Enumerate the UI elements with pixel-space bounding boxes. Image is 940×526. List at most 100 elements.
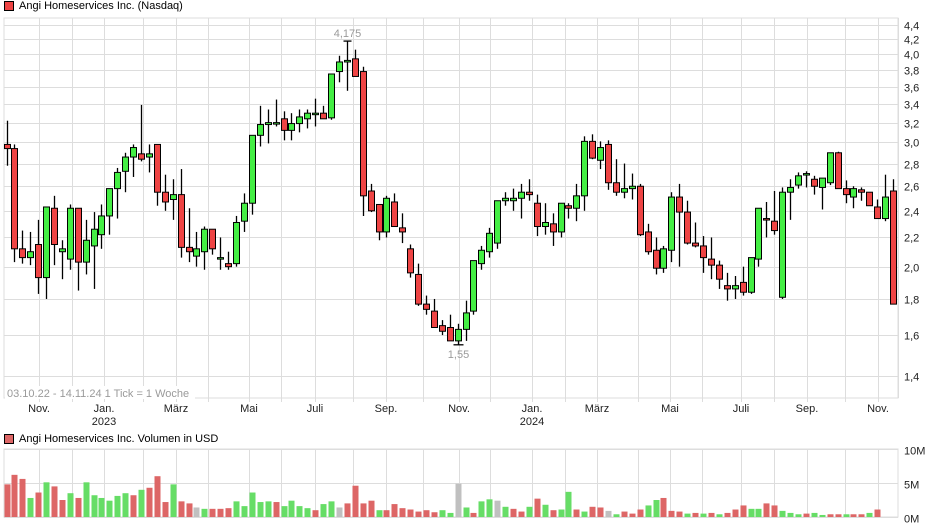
volume-bar bbox=[130, 495, 137, 517]
candle bbox=[518, 183, 525, 219]
candle-body-up bbox=[257, 124, 264, 136]
candle-body-up bbox=[193, 248, 200, 257]
range-note-bg bbox=[5, 386, 195, 399]
candle-body-up bbox=[170, 194, 177, 201]
candle-body-down bbox=[162, 191, 169, 203]
volume-bar bbox=[748, 508, 755, 517]
candle bbox=[447, 314, 454, 342]
volume-bar bbox=[249, 492, 256, 517]
volume-bar bbox=[265, 501, 272, 517]
y-tick-label: 1,4 bbox=[904, 372, 919, 384]
volume-bar bbox=[637, 509, 644, 517]
volume-bar bbox=[534, 498, 541, 517]
volume-bar bbox=[708, 512, 715, 517]
candle bbox=[59, 240, 66, 280]
candle-body-down bbox=[138, 153, 145, 160]
volume-bar bbox=[518, 511, 525, 517]
x-tick-label: Jan. bbox=[94, 403, 115, 415]
volume-bar bbox=[91, 495, 98, 517]
candle-body-down bbox=[763, 218, 770, 221]
candle bbox=[75, 207, 82, 291]
candle bbox=[526, 179, 533, 201]
volume-bar bbox=[328, 501, 335, 517]
candle bbox=[558, 202, 565, 238]
candle bbox=[708, 237, 715, 280]
candle-body-up bbox=[146, 153, 153, 158]
candle-body-up bbox=[502, 197, 509, 202]
candle bbox=[463, 300, 470, 341]
candle-body-down bbox=[589, 140, 596, 159]
y-tick-label: 2,2 bbox=[904, 233, 919, 245]
x-tick-label: März bbox=[585, 403, 609, 415]
price-legend-label: Angi Homeservices Inc. (Nasdaq) bbox=[19, 0, 183, 12]
candle-body-down bbox=[645, 231, 652, 253]
candle bbox=[502, 192, 509, 206]
candle-body-down bbox=[843, 188, 850, 196]
volume-bar bbox=[486, 499, 493, 517]
candle bbox=[391, 193, 398, 228]
candle bbox=[597, 141, 604, 170]
candle bbox=[890, 179, 897, 305]
volume-bar bbox=[645, 505, 652, 517]
candle bbox=[4, 120, 11, 166]
candle-body-up bbox=[882, 196, 889, 220]
volume-bar bbox=[692, 512, 699, 517]
x-tick-label: Mai bbox=[661, 403, 679, 415]
candle bbox=[43, 206, 50, 299]
candle-body-up bbox=[296, 116, 303, 125]
candle-body-up bbox=[83, 239, 90, 263]
high-label: 4,175 bbox=[334, 28, 362, 40]
volume-bar bbox=[613, 514, 620, 517]
candle-body-up bbox=[273, 122, 280, 125]
candle-body-down bbox=[858, 189, 865, 193]
candle-body-up bbox=[304, 112, 311, 120]
volume-bar bbox=[320, 504, 327, 517]
volume-bar bbox=[376, 510, 383, 517]
candle bbox=[320, 105, 327, 120]
volume-bar bbox=[597, 507, 604, 517]
volume-bar bbox=[510, 508, 517, 517]
candle bbox=[439, 320, 446, 336]
candle bbox=[882, 174, 889, 222]
candle bbox=[336, 55, 343, 83]
candle bbox=[67, 204, 74, 270]
candle-body-up bbox=[328, 73, 335, 119]
volume-bar bbox=[542, 504, 549, 517]
candle-body-up bbox=[494, 200, 501, 244]
volume-bar bbox=[589, 506, 596, 517]
candle bbox=[470, 260, 477, 315]
candle bbox=[835, 151, 842, 190]
candle bbox=[827, 152, 834, 186]
candle bbox=[763, 201, 770, 238]
candle-body-down bbox=[724, 285, 731, 290]
candle-body-up bbox=[265, 122, 272, 126]
candle-body-down bbox=[866, 191, 873, 207]
volume-bar bbox=[819, 514, 826, 517]
volume-bar bbox=[629, 513, 636, 517]
candle-body-up bbox=[478, 249, 485, 265]
candle-body-down bbox=[19, 248, 26, 259]
candle bbox=[423, 295, 430, 315]
candle bbox=[360, 66, 367, 216]
candle bbox=[233, 215, 240, 267]
candle-body-down bbox=[684, 211, 691, 244]
volume-bar bbox=[684, 513, 691, 517]
x-tick-label: Nov. bbox=[28, 403, 50, 415]
volume-bar bbox=[866, 512, 873, 517]
candle-body-down bbox=[368, 190, 375, 212]
volume-bar bbox=[415, 511, 422, 517]
volume-bar bbox=[67, 493, 74, 517]
volume-legend-swatch bbox=[4, 434, 14, 444]
candle bbox=[724, 272, 731, 301]
volume-bar bbox=[550, 510, 557, 517]
candle-body-up bbox=[67, 207, 74, 260]
candle bbox=[843, 180, 850, 204]
candle-body-down bbox=[716, 264, 723, 280]
y-tick-label: 1,8 bbox=[904, 295, 919, 307]
volume-legend: Angi Homeservices Inc. Volumen in USD bbox=[4, 433, 218, 445]
volume-bar bbox=[494, 500, 501, 517]
candle bbox=[130, 144, 137, 177]
candle-body-down bbox=[154, 143, 161, 193]
candle-body-up bbox=[542, 222, 549, 228]
candle bbox=[684, 200, 691, 245]
